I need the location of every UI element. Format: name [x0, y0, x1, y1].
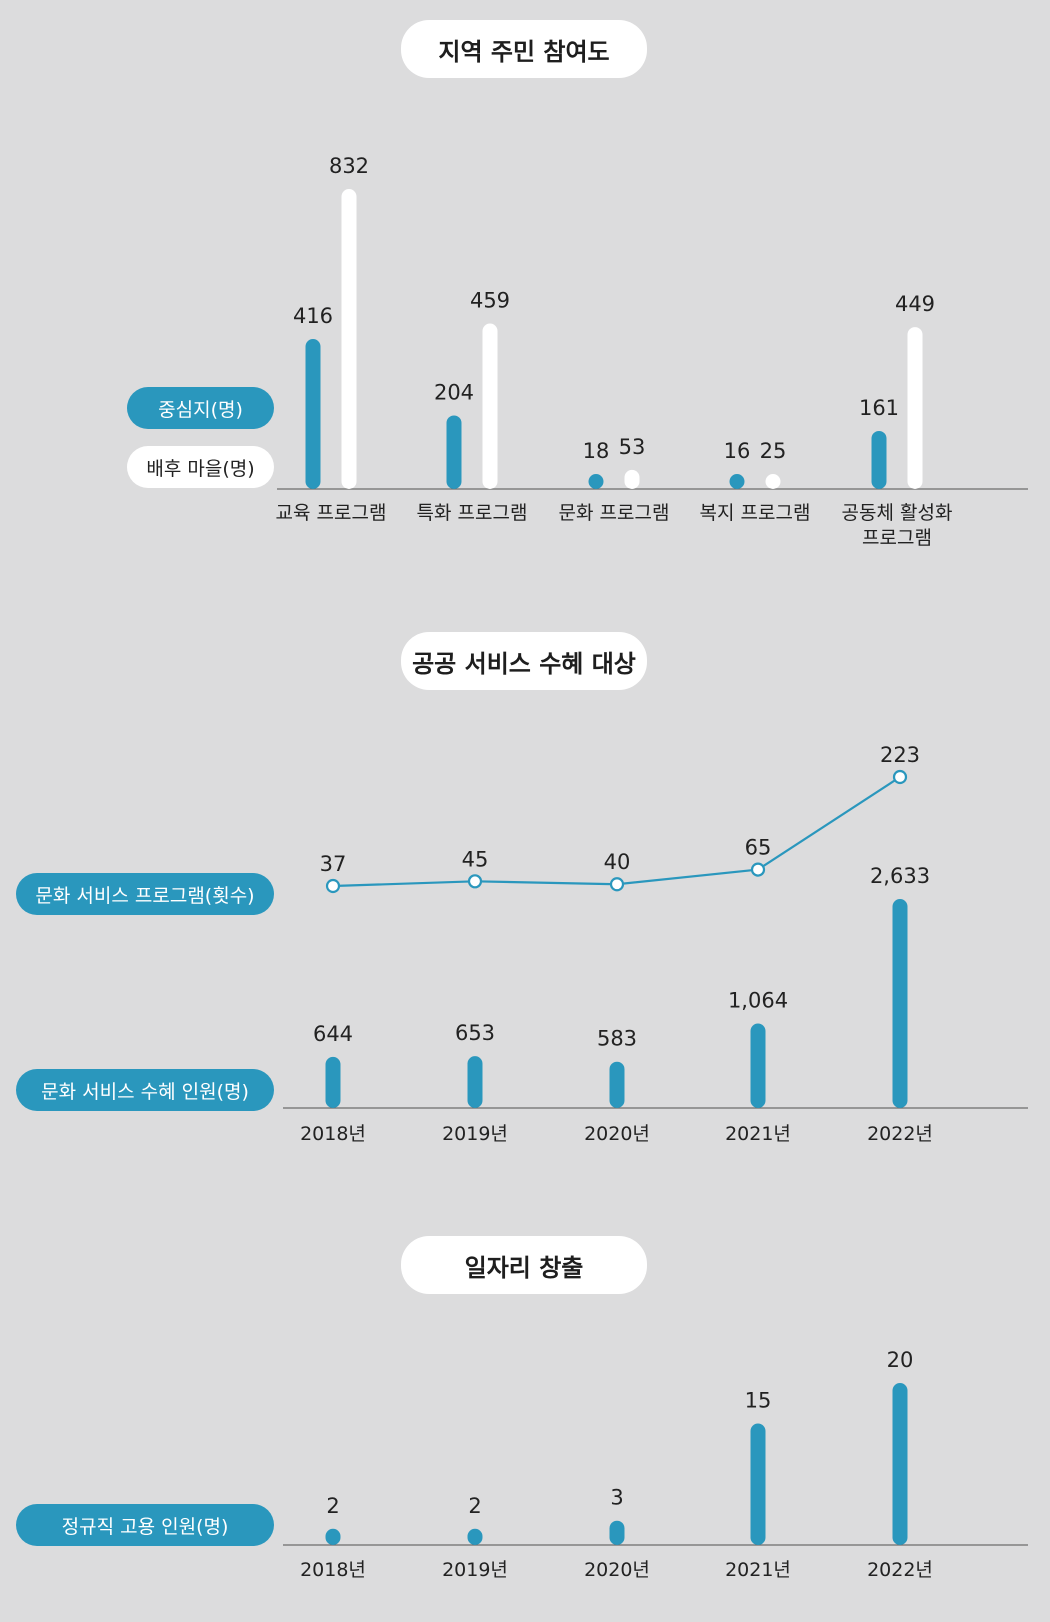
chart2-line-point: [325, 878, 341, 894]
chart2-data-label-program-count: 40: [604, 850, 631, 874]
chart2-data-label-beneficiaries: 583: [597, 1027, 637, 1051]
chart2-category-label: 2021년: [725, 1123, 791, 1145]
chart3-data-label-employees: 20: [887, 1348, 914, 1372]
legend-beneficiaries: 문화 서비스 수혜 인원(명): [16, 1069, 274, 1111]
chart1-data-label-center: 161: [859, 396, 899, 420]
chart3-data-label-employees: 2: [326, 1494, 339, 1518]
chart3-bar-employees: [609, 1520, 625, 1545]
legend-village: 배후 마을(명): [127, 446, 274, 488]
chart1-data-label-village: 459: [470, 288, 510, 312]
legend-employees: 정규직 고용 인원(명): [16, 1504, 274, 1546]
chart1-category-label: 문화 프로그램: [559, 502, 670, 524]
chart2-line-point: [467, 874, 483, 889]
chart2-line-point: [892, 769, 908, 785]
chart1-data-label-center: 204: [434, 380, 474, 404]
chart3-data-label-employees: 2: [468, 1494, 481, 1518]
chart2-bar-beneficiaries: [467, 1056, 483, 1108]
chart2-category-label: 2019년: [442, 1123, 508, 1145]
chart3-category-label: 2022년: [867, 1559, 933, 1581]
chart3-category-label: 2019년: [442, 1559, 508, 1581]
legend-program-count: 문화 서비스 프로그램(횟수): [16, 873, 274, 915]
chart2-data-label-program-count: 65: [745, 836, 772, 860]
chart1-category-label: 교육 프로그램: [276, 502, 387, 524]
chart2-data-label-program-count: 45: [462, 847, 489, 871]
chart3-category-label: 2021년: [725, 1559, 791, 1581]
chart1-bar-village: [624, 469, 640, 489]
chart1-category-label: 특화 프로그램: [417, 502, 528, 524]
chart1-bar-village: [341, 189, 357, 489]
chart2-bar-beneficiaries: [892, 899, 908, 1108]
chart1-bar-center: [729, 474, 745, 489]
chart1-data-label-village: 449: [895, 292, 935, 316]
chart1-bar-center: [871, 430, 887, 489]
chart1-data-label-center: 416: [293, 304, 333, 328]
legend-center: 중심지(명): [127, 387, 274, 429]
chart1-category-label: 복지 프로그램: [700, 502, 811, 524]
chart1-data-label-center: 16: [724, 439, 751, 463]
chart2-bar-beneficiaries: [750, 1023, 766, 1108]
chart1-bar-village: [482, 323, 498, 489]
chart3-bar-employees: [750, 1423, 766, 1545]
chart3-bar-employees: [325, 1528, 341, 1545]
chart3-title: 일자리 창출: [401, 1236, 647, 1294]
chart2-line-point: [609, 877, 625, 892]
chart1-bar-village: [907, 327, 923, 489]
chart2-data-label-beneficiaries: 2,633: [870, 864, 930, 888]
chart1-data-label-village: 25: [760, 439, 787, 463]
chart1-category-label: 공동체 활성화: [842, 502, 953, 524]
chart1-category-label: 프로그램: [862, 527, 932, 549]
chart2-data-label-beneficiaries: 1,064: [728, 989, 788, 1013]
chart1-bar-village: [765, 474, 781, 489]
chart1-title: 지역 주민 참여도: [401, 20, 647, 78]
chart2-data-label-beneficiaries: 653: [455, 1021, 495, 1045]
chart2-line-point: [750, 862, 766, 877]
chart2-category-label: 2018년: [300, 1123, 366, 1145]
chart1-bar-center: [305, 339, 321, 489]
chart2-data-label-program-count: 37: [320, 852, 347, 876]
chart2-category-label: 2020년: [584, 1123, 650, 1145]
chart1-bar-center: [588, 474, 604, 489]
chart2-bar-beneficiaries: [325, 1056, 341, 1108]
chart2-bar-beneficiaries: [609, 1061, 625, 1108]
chart1-data-label-village: 53: [619, 435, 646, 459]
chart2-category-label: 2022년: [867, 1123, 933, 1145]
chart3-bar-employees: [892, 1383, 908, 1545]
chart3-category-label: 2018년: [300, 1559, 366, 1581]
chart3-data-label-employees: 15: [745, 1389, 772, 1413]
chart3-data-label-employees: 3: [610, 1486, 623, 1510]
chart1-data-label-village: 832: [329, 154, 369, 178]
chart3-bar-employees: [467, 1528, 483, 1545]
chart2-title: 공공 서비스 수혜 대상: [401, 632, 647, 690]
chart3-category-label: 2020년: [584, 1559, 650, 1581]
chart2-data-label-program-count: 223: [880, 743, 920, 767]
chart1-data-label-center: 18: [583, 439, 610, 463]
chart1-bar-center: [446, 415, 462, 489]
chart2-data-label-beneficiaries: 644: [313, 1022, 353, 1046]
